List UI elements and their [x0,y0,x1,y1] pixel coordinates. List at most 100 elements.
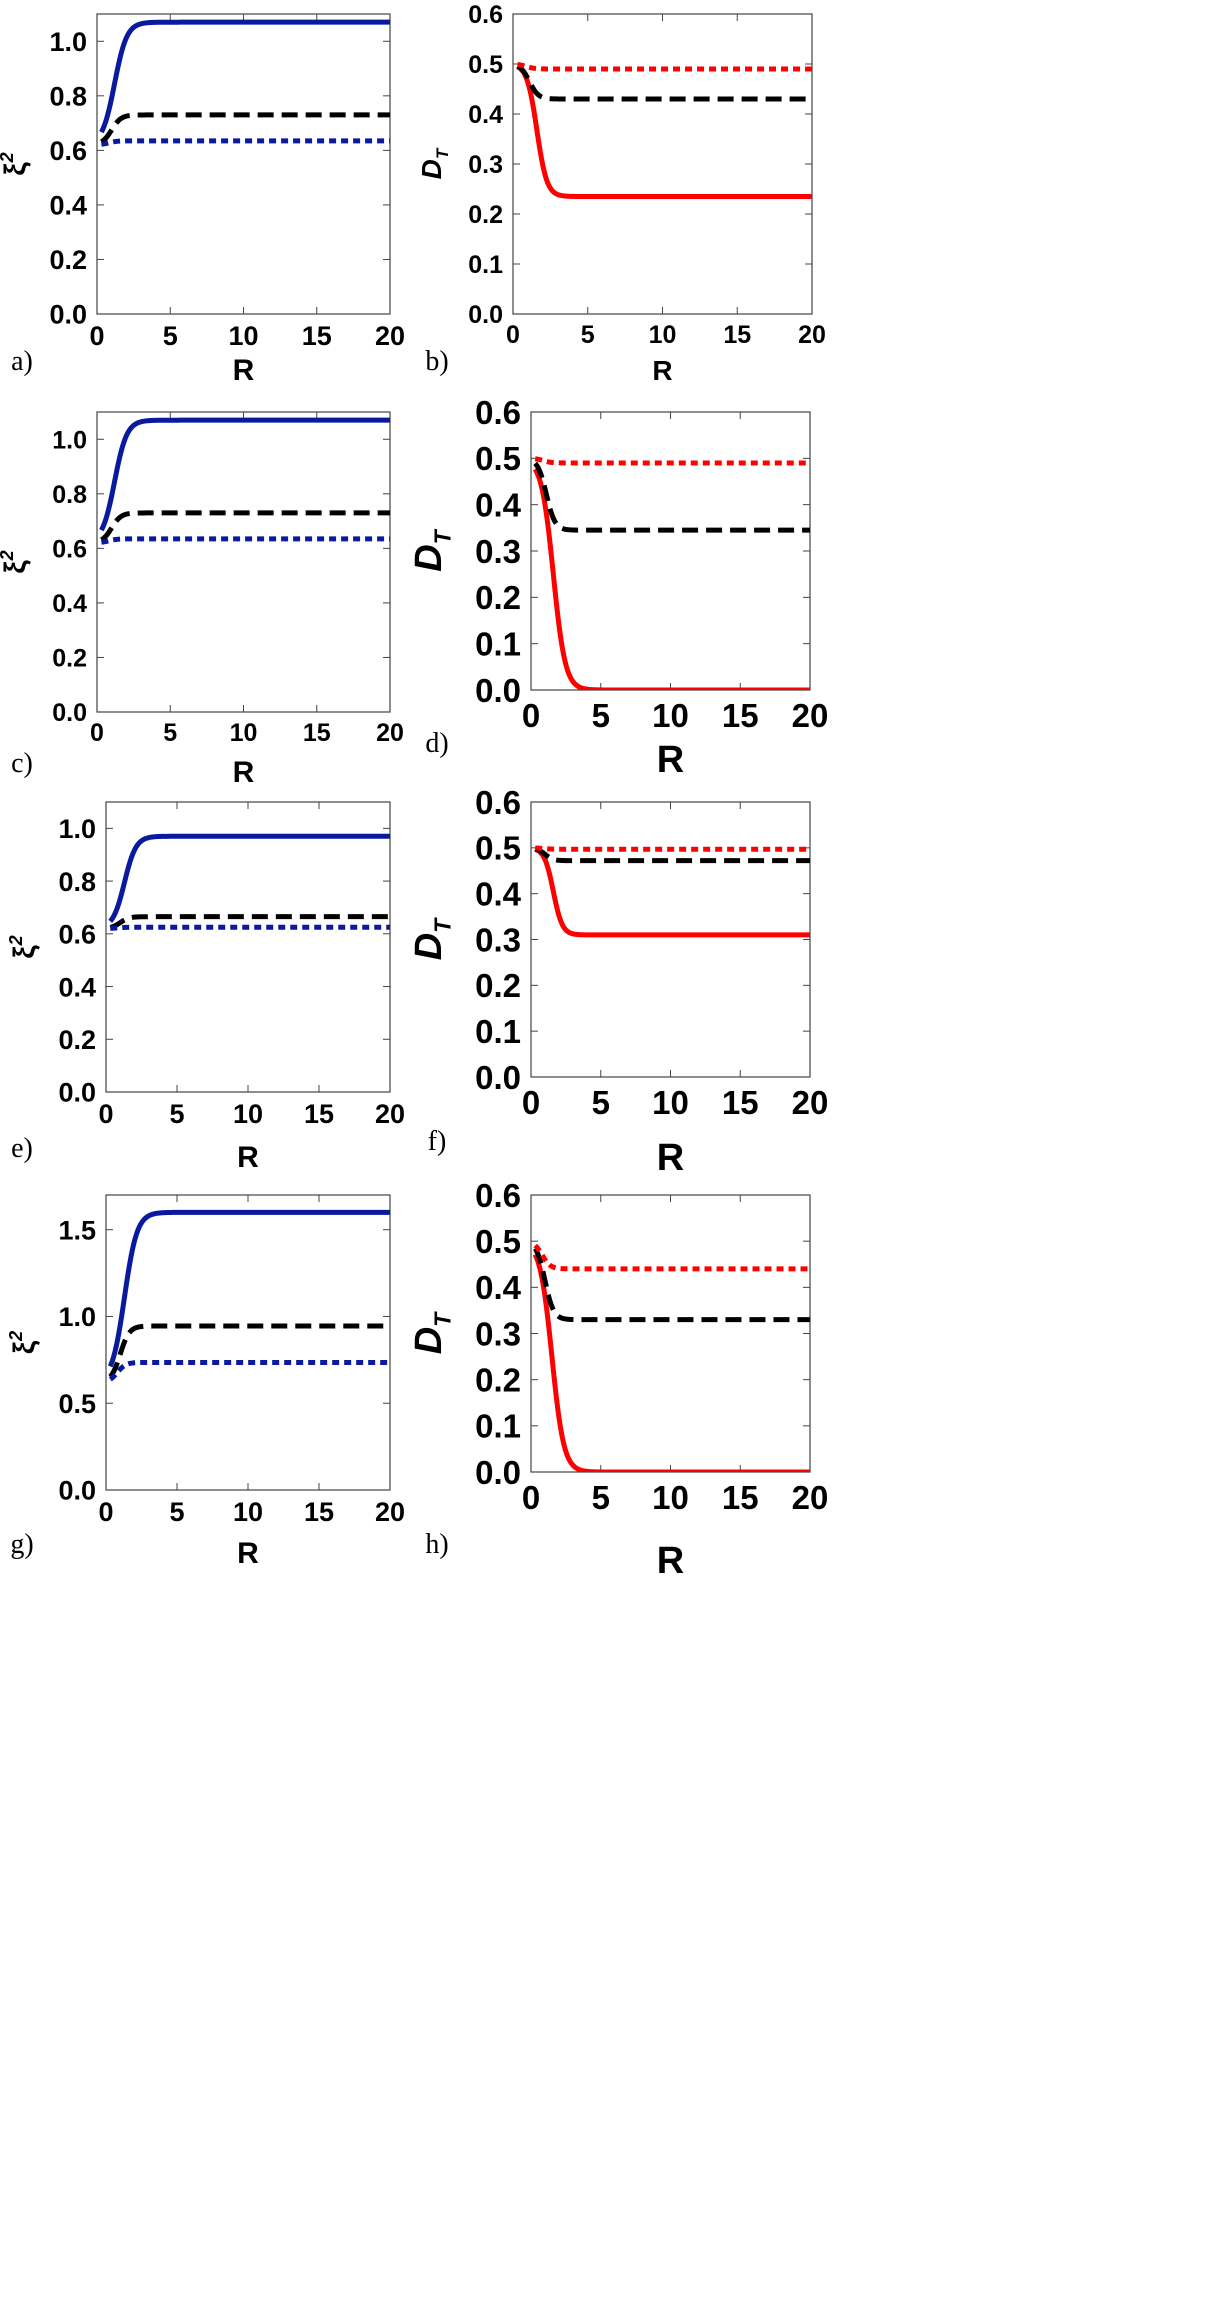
x-axis-label: R [652,355,672,386]
series-line-dashed [108,914,390,930]
x-tick-label: 15 [304,1099,334,1129]
x-tick-label: 10 [652,1084,689,1121]
y-tick-label: 0.6 [475,1177,521,1214]
x-axis-label: R [233,354,255,387]
x-tick-label: 20 [792,1084,829,1121]
y-tick-label: 1.0 [58,1302,96,1332]
y-tick-label: 0.2 [475,967,521,1004]
x-tick-label: 15 [723,321,751,349]
y-axis-label: ξ2 [6,935,41,958]
series-line-dashed [99,112,390,144]
y-tick-label: 0.8 [52,481,87,509]
y-tick-label: 0.0 [475,1454,521,1491]
y-tick-label: 0.5 [475,1223,521,1260]
y-axis-label: DT [408,917,456,960]
plot-frame [512,13,813,315]
y-tick-label: 0.4 [58,972,96,1002]
series-line-dotted [99,536,390,545]
y-tick-label: 0.4 [475,487,522,524]
y-tick-label: 0.0 [468,301,503,329]
y-axis-label-superscript: 2 [0,152,17,163]
y-axis-label-subscript: T [430,1311,456,1327]
panel-label: d) [425,728,448,759]
x-tick-label: 0 [89,321,104,351]
y-tick-label: 0.2 [49,245,87,275]
x-tick-label: 20 [376,719,404,747]
y-axis-label-subscript: T [433,147,452,159]
x-axis-label: R [237,1141,259,1174]
panel-label: g) [10,1529,33,1560]
x-tick-label: 10 [652,1479,689,1516]
y-tick-label: 0.0 [58,1078,96,1108]
y-tick-label: 0.6 [49,136,87,166]
y-axis-label: DT [416,147,452,179]
y-tick-label: 0.2 [475,1362,521,1399]
series-line-solid [107,1209,390,1368]
y-tick-label: 0.4 [468,101,503,129]
series-line-solid [99,19,390,134]
y-tick-label: 0.6 [475,784,521,821]
series-line-solid [533,846,810,938]
series-line-dotted [515,62,812,72]
y-axis-label-main: D [408,933,450,960]
series-line-solid [532,1253,810,1472]
x-axis-label: R [657,739,684,781]
y-tick-label: 0.1 [468,251,503,279]
y-tick-label: 0.8 [49,82,87,112]
y-axis-label: DT [408,1311,456,1354]
panel-label: b) [425,346,448,377]
x-tick-label: 15 [303,719,331,747]
plot-frame [105,1194,391,1491]
x-tick-label: 20 [375,1497,405,1527]
y-tick-label: 0.0 [52,699,87,727]
x-tick-label: 10 [649,321,677,349]
x-tick-label: 10 [652,697,689,734]
x-tick-label: 20 [375,1099,405,1129]
panel-label: a) [11,346,33,377]
y-axis-label: ξ2 [0,550,32,573]
series-line-dashed [533,846,810,864]
panel-label: f) [428,1126,447,1157]
plot-frame [530,1194,811,1473]
plot-frame [530,801,811,1078]
y-tick-label: 0.4 [49,191,87,221]
y-tick-label: 0.5 [468,51,503,79]
panel-label: h) [425,1529,448,1560]
y-tick-label: 0.3 [468,151,503,179]
plot-frame [105,801,391,1093]
y-axis-label-main: ξ [0,560,32,574]
y-tick-label: 0.5 [475,440,521,477]
y-tick-label: 0.2 [58,1025,96,1055]
y-axis-label-subscript: T [430,528,456,544]
y-tick-label: 0.6 [52,535,87,563]
x-tick-label: 15 [722,1479,759,1516]
x-tick-label: 20 [798,321,826,349]
x-tick-label: 10 [228,321,258,351]
x-tick-label: 5 [592,1084,610,1121]
y-tick-label: 0.5 [475,830,521,867]
x-tick-label: 15 [722,697,759,734]
x-tick-label: 0 [522,697,540,734]
y-axis-label-superscript: 2 [0,550,17,561]
y-tick-label: 0.1 [475,1013,521,1050]
y-tick-label: 0.4 [52,590,87,618]
panel-e: 0 5 10 15 20 0.0 0.2 0.4 0.6 0.8 1.0 Rξ2 e) [6,801,405,1174]
series-line-dotted [108,924,390,931]
x-tick-label: 5 [169,1099,184,1129]
y-axis-label-main: D [408,544,450,571]
panel-a: 0 5 10 15 20 0.0 0.2 0.4 0.6 0.8 1.0 Rξ2 a) [0,13,405,387]
y-axis-label: ξ2 [0,152,32,175]
y-tick-label: 0.8 [58,867,96,897]
panel-g: 0 5 10 15 20 0.0 0.5 1.0 1.5 Rξ2 g) [6,1194,405,1570]
x-tick-label: 0 [98,1497,113,1527]
x-tick-label: 0 [522,1084,540,1121]
y-axis-label-subscript: T [430,917,456,933]
y-tick-label: 0.3 [475,533,521,570]
x-tick-label: 0 [98,1099,113,1129]
x-tick-label: 5 [163,321,178,351]
x-tick-label: 5 [581,321,595,349]
y-tick-label: 0.6 [468,1,503,29]
